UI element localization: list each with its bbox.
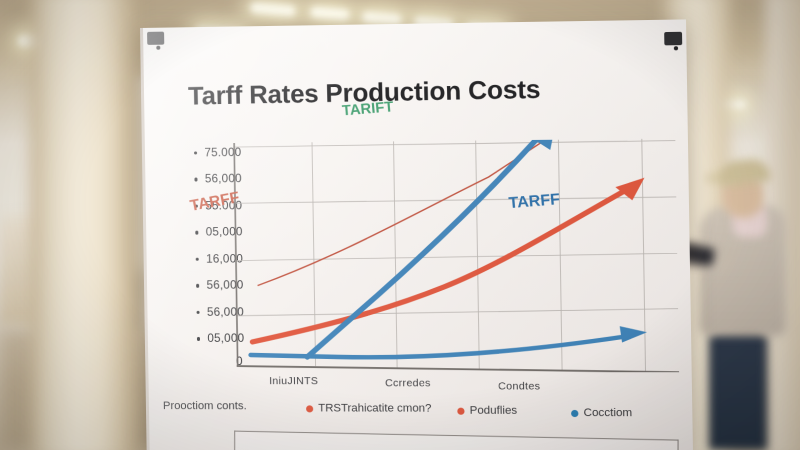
legend-dot-icon [306,404,314,412]
y-axis-tick: 56,000 [163,272,244,299]
y-axis-tick: 75.000 [161,139,242,166]
legend-dot-icon [571,409,579,417]
chart-svg [233,138,679,372]
legend-item-trstrahicatite[interactable]: TRSTrahicatite cmon? [306,402,432,415]
board-magnet-left [156,45,161,50]
y-axis-tick: 56,000 [161,166,242,193]
y-axis-zero-label: 0 [236,354,243,369]
y-axis-tick: 05,000 [164,325,245,352]
inline-label-tarff-blue: TARFF [507,190,561,213]
legend-dot-icon [457,407,465,415]
legend-item-prooctiom-conts[interactable]: Prooctiom conts. [163,400,247,412]
bottom-content-box [234,430,679,450]
x-axis-tick-label: IniuJINTS [269,376,319,388]
board-clip-right [664,31,683,46]
legend-item-cocctiom[interactable]: Cocctiom [571,407,632,419]
legend-label: Prooctiom conts. [162,400,247,413]
whiteboard-poster[interactable]: Tarff Rates Production Costs 75.000 56,0… [140,19,693,450]
legend-label: Cocctiom [583,406,633,420]
series-arrowhead-prooctiom-conts [619,326,648,343]
bullet-icon [196,310,200,314]
bullet-icon [196,336,201,341]
chart-legend: Prooctiom conts. TRSTrahicatite cmon? Po… [163,400,686,423]
chart-plot-area [233,138,679,372]
board-clip-left [147,31,165,45]
bullet-icon [194,177,198,182]
y-axis-tick: 05,000 [162,219,243,246]
y-axis-tick: 16,000 [162,245,243,272]
y-axis-tick: 56,000 [163,299,244,326]
x-axis-tick-label: Ccrredes [385,378,431,390]
bullet-icon [193,150,198,155]
legend-label: Poduflies [469,404,518,417]
person-legs [709,330,767,450]
series-line-cocctiom [304,138,543,356]
legend-item-poduflies[interactable]: Poduflies [457,405,517,417]
bullet-icon [195,283,200,288]
legend-label: TRSTrahicatite cmon? [318,402,432,415]
series-line-prooctiom-conts [250,336,626,357]
board-magnet-right [673,46,679,51]
inline-label-tarift-green: TARIFT [341,99,395,120]
bullet-icon [195,230,199,235]
y-axis-tick-labels: 75.000 56,000 55.000 05,000 16,000 56,00… [161,139,245,372]
column-left [30,0,140,450]
x-axis-tick-labels: IniuJINTS Ccrredes Condtes [237,376,680,397]
x-axis-tick-label: Condtes [498,381,541,393]
bullet-icon [195,257,200,261]
